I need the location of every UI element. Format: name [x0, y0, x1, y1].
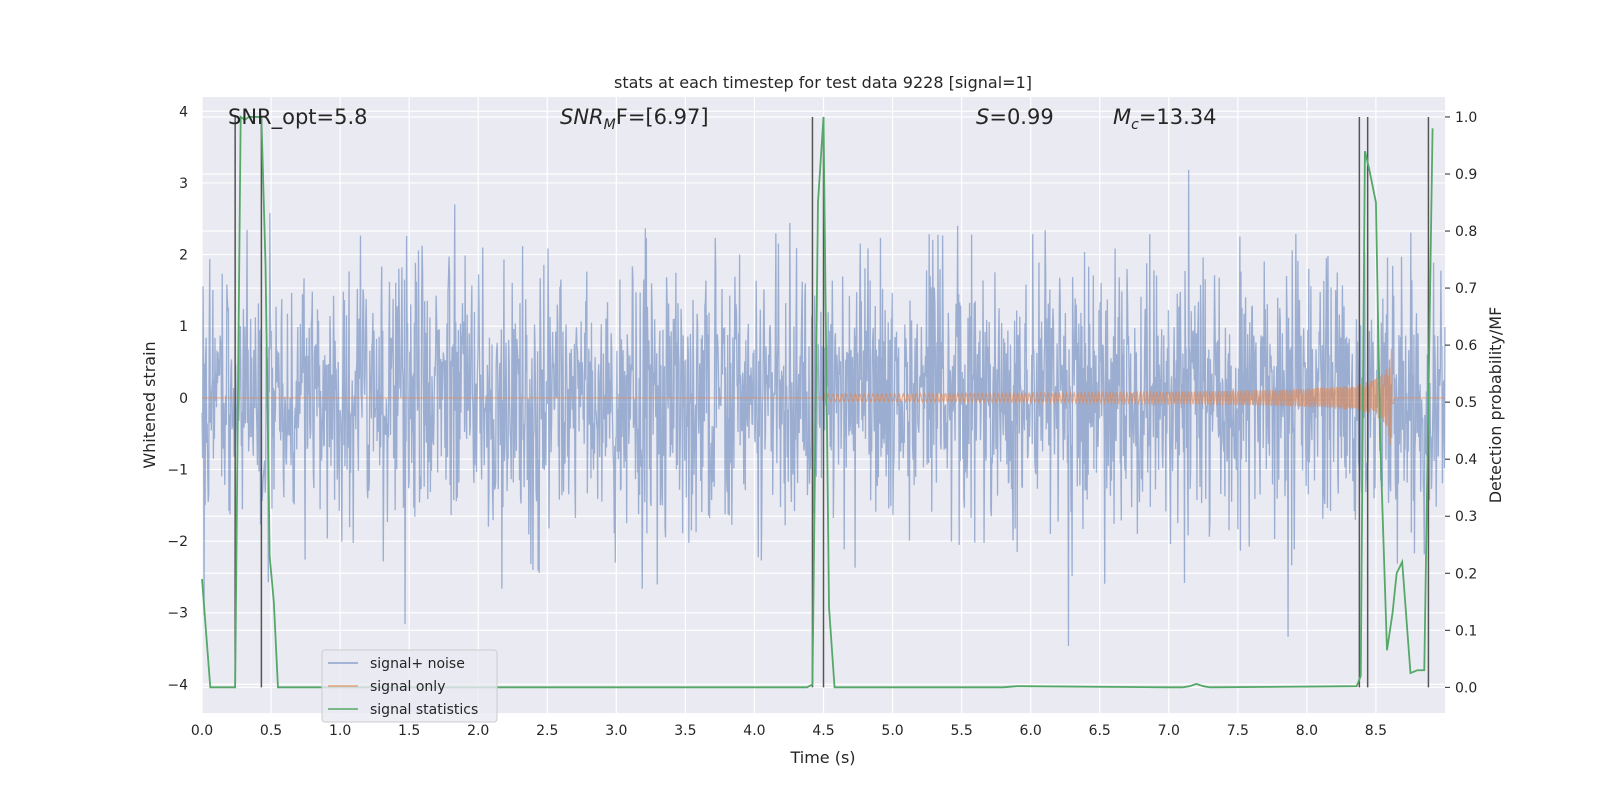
y-tick-label-left: 3	[179, 176, 188, 192]
y-axis-label-left: Whitened strain	[140, 341, 159, 468]
snr-opt-annotation: SNR_opt=5.8	[228, 105, 368, 130]
mc-value: =13.34	[1139, 105, 1217, 129]
y-tick-label-right: 0.2	[1455, 566, 1477, 582]
x-axis-label: Time (s)	[789, 748, 855, 767]
y-tick-label-right: 0.5	[1455, 395, 1477, 411]
snr-mf-annotation: SNRMF=[6.97]	[560, 105, 709, 133]
x-tick-label: 5.0	[881, 723, 903, 739]
legend-label-signal-only: signal only	[370, 679, 445, 695]
x-tick-label: 4.5	[812, 723, 834, 739]
legend-box	[321, 649, 498, 723]
legend-label-signal-statistics: signal statistics	[370, 702, 478, 718]
y-tick-label-left: −1	[167, 462, 188, 478]
x-tick-label: 3.5	[674, 723, 696, 739]
x-tick-label: 1.5	[398, 723, 420, 739]
axis-layer: 0.0 0.5 1.0 1.5 2.0 2.5 3.0 3.5 4.0 4.5 5.0 5.5 6.0 6…	[167, 104, 1477, 739]
x-tick-label: 2.5	[536, 723, 558, 739]
y-tick-label-left: −3	[167, 606, 188, 622]
s-label: S	[976, 105, 989, 129]
s-annotation: S=0.99	[976, 105, 1054, 129]
x-tick-label: 0.5	[260, 723, 282, 739]
s-value: =0.99	[989, 105, 1053, 129]
y-tick-label-left: −2	[167, 534, 188, 550]
y-tick-label-right: 0.4	[1455, 452, 1477, 468]
snr-mf-rest: F=[6.97]	[616, 105, 709, 129]
y-axis-label-right: Detection probability/MF	[1486, 307, 1505, 504]
y-tick-label-right: 0.6	[1455, 338, 1477, 354]
x-tick-label: 7.5	[1227, 723, 1249, 739]
series-signal-statistics	[201, 115, 1434, 689]
legend: signal+ noise signal only signal statist…	[321, 649, 498, 723]
y-tick-label-right: 0.7	[1455, 281, 1477, 297]
legend-label-signal-noise: signal+ noise	[370, 656, 465, 672]
x-tick-label: 8.5	[1365, 723, 1387, 739]
x-tick-label: 2.0	[467, 723, 489, 739]
mc-base: M	[1113, 105, 1131, 129]
x-tick-label: 5.5	[950, 723, 972, 739]
x-tick-label: 8.0	[1296, 723, 1318, 739]
x-tick-label: 3.0	[605, 723, 627, 739]
x-tick-label: 4.0	[743, 723, 765, 739]
plot-layer	[201, 115, 1446, 689]
y-tick-label-right: 0.3	[1455, 509, 1477, 525]
snr-mf-sub: M	[604, 117, 616, 133]
y-tick-label-right: 0.1	[1455, 623, 1477, 639]
y-tick-label-left: 4	[179, 104, 188, 120]
x-tick-label: 6.0	[1020, 723, 1042, 739]
chart-title: stats at each timestep for test data 922…	[614, 73, 1032, 92]
x-tick-label: 0.0	[191, 723, 213, 739]
y-tick-label-right: 0.0	[1455, 680, 1477, 696]
y-tick-label-right: 0.8	[1455, 224, 1477, 240]
y-tick-label-left: 2	[179, 248, 188, 264]
x-tick-label: 6.5	[1089, 723, 1111, 739]
y-tick-label-left: −4	[167, 677, 188, 693]
y-tick-label-right: 0.9	[1455, 167, 1477, 183]
x-tick-label: 1.0	[329, 723, 351, 739]
x-tick-label: 7.0	[1158, 723, 1180, 739]
y-tick-label-left: 0	[179, 391, 188, 407]
mc-annotation: Mc=13.34	[1113, 105, 1217, 133]
y-tick-label-left: 1	[179, 319, 188, 335]
mc-sub: c	[1131, 117, 1139, 133]
snr-mf-base: SNR	[560, 105, 604, 129]
y-tick-label-right: 1.0	[1455, 110, 1477, 126]
